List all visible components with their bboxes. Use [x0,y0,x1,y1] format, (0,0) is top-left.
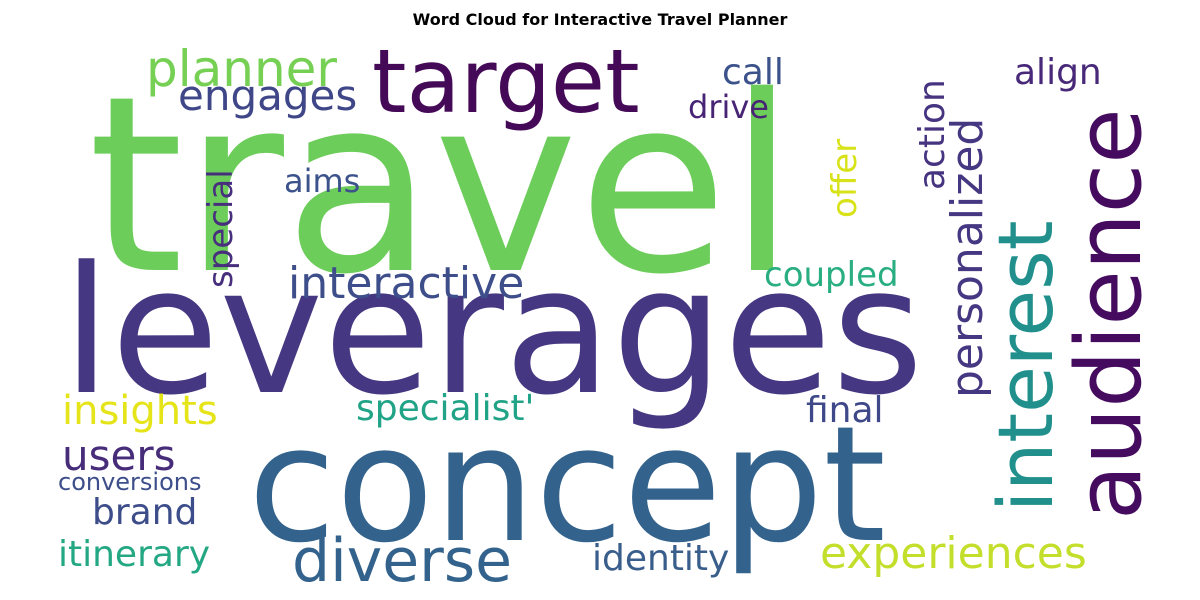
word-engages: engages [178,71,357,120]
word-target: target [372,30,640,133]
word-planner: planner [146,40,337,98]
word-action: action [912,79,953,190]
word-interactive: interactive [288,258,524,309]
word-aims: aims [284,162,360,200]
word-diverse: diverse [292,526,512,596]
word-experiences: experiences [820,528,1087,579]
word-travel: travel [88,44,796,328]
word-brand: brand [92,492,197,533]
word-call: call [722,52,784,93]
word-identity: identity [592,538,729,579]
word-itinerary: itinerary [58,534,210,575]
word-final: final [806,390,884,431]
word-drive: drive [688,88,769,126]
word-conversions: conversions [58,468,202,496]
word-coupled: coupled [764,255,899,295]
word-align: align [1014,52,1102,93]
word-specialist: specialist' [356,388,534,429]
word-users: users [62,431,176,480]
word-personalized: personalized [942,118,993,398]
word-leverages: leverages [62,229,924,434]
word-offer: offer [825,139,865,218]
word-interest: interest [981,220,1070,512]
word-special: special [201,169,241,288]
chart-title: Word Cloud for Interactive Travel Planne… [412,10,788,29]
word-audience: audience [1057,108,1162,520]
word-concept: concept [248,391,886,578]
word-insights: insights [62,388,218,434]
